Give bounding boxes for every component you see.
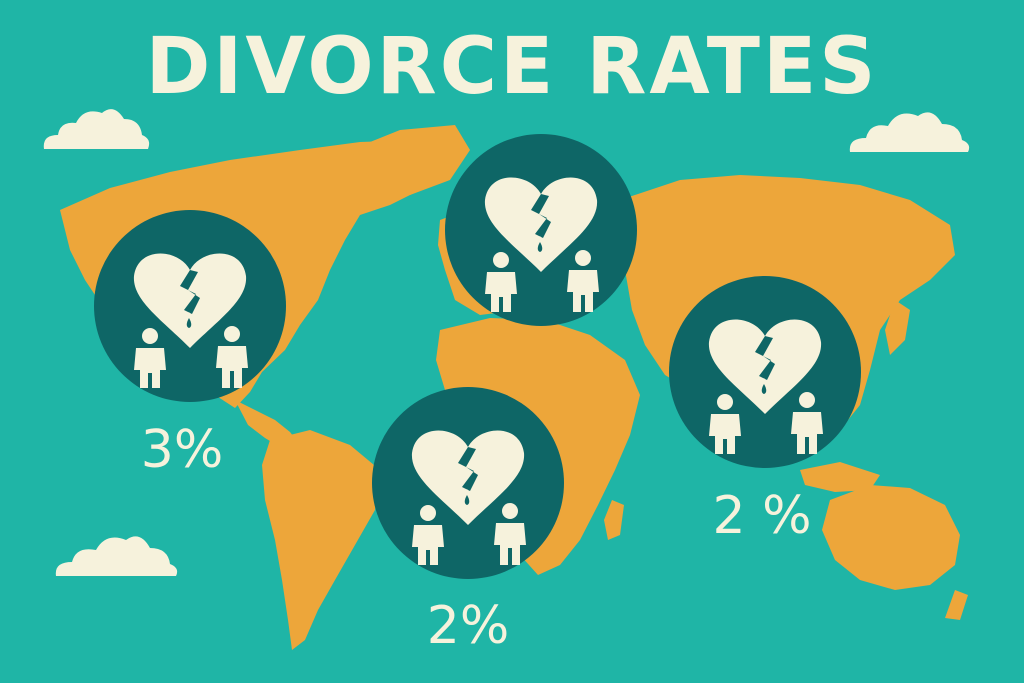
divorce-badge-north-america <box>94 210 286 402</box>
greenland-landmass <box>350 125 470 195</box>
southeast-asia-islands <box>800 462 880 492</box>
japan-landmass <box>885 300 910 355</box>
cloud-icon <box>55 536 178 576</box>
divorce-badge-south-atlantic <box>372 387 564 579</box>
divorce-badge-europe <box>445 134 637 326</box>
divorce-badge-asia <box>669 276 861 468</box>
south-america-landmass <box>262 430 380 650</box>
madagascar-landmass <box>604 500 624 540</box>
rate-label-asia: 2 % <box>712 486 812 546</box>
australia-landmass <box>822 485 960 590</box>
rate-label-south-atlantic: 2% <box>426 596 510 656</box>
new-zealand-landmass <box>945 590 968 620</box>
cloud-icon <box>43 109 150 149</box>
page-title: DIVORCE RATES <box>145 22 879 112</box>
rate-label-north-america: 3% <box>140 420 224 480</box>
cloud-icon <box>849 112 970 152</box>
